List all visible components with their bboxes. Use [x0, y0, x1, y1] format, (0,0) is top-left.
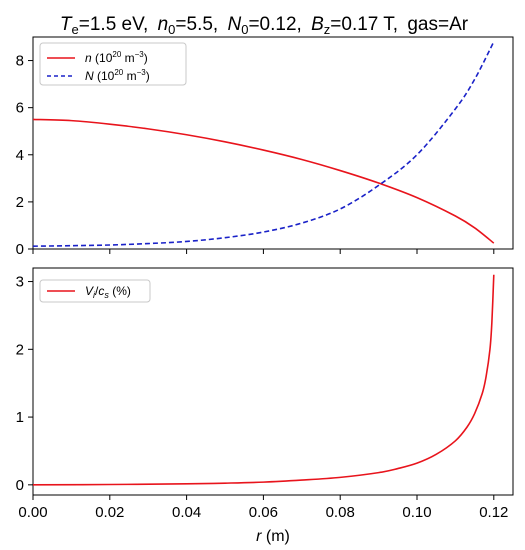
density-series	[32, 41, 495, 247]
density-plot-frame	[32, 36, 514, 250]
xtick-label: 0.08	[326, 504, 355, 521]
velocity-ytick-label: 3	[16, 274, 24, 291]
density-ytick-label: 4	[16, 147, 24, 164]
density-legend: n (1020 m−3) N (1020 m−3)	[39, 42, 187, 86]
velocity-panel: 0 1 2 3 0.00 0.02 0.04 0.06 0.08 0.10 0.12 Vi/cs …	[16, 267, 514, 545]
density-ytick-label: 8	[16, 53, 24, 70]
legend-V-label: Vi/cs (%)	[85, 284, 131, 300]
density-panel: 0 2 4 6 8 n (1020 m−3) N (1020 m−3)	[16, 36, 514, 258]
density-ytick-label: 6	[16, 100, 24, 117]
velocity-y-axis: 0 1 2 3	[16, 274, 33, 494]
density-legend-box	[39, 42, 187, 86]
x-axis-label: r (m)	[256, 528, 290, 545]
density-series-line-0	[32, 118, 495, 244]
density-ytick-label: 0	[16, 241, 24, 258]
legend-N-label: N (1020 m−3)	[85, 68, 150, 83]
density-series-line-1	[32, 41, 495, 247]
density-x-ticks	[32, 249, 495, 254]
xtick-label: 0.04	[172, 504, 201, 521]
density-ytick-label: 2	[16, 194, 24, 211]
velocity-ytick-label: 0	[16, 477, 24, 494]
velocity-ytick-label: 1	[16, 409, 24, 426]
xtick-label: 0.02	[95, 504, 124, 521]
xtick-label: 0.06	[249, 504, 278, 521]
velocity-plot-frame	[32, 267, 514, 496]
velocity-series	[32, 274, 495, 486]
xtick-label: 0.12	[479, 504, 508, 521]
figure-title: Te=1.5 eV, n0=5.5, N0=0.12, Bz=0.17 T, g…	[60, 14, 469, 37]
velocity-legend: Vi/cs (%)	[39, 279, 151, 303]
density-y-axis: 0 2 4 6 8	[16, 53, 33, 258]
velocity-x-axis: 0.00 0.02 0.04 0.06 0.08 0.10 0.12	[18, 495, 508, 521]
xtick-label: 0.10	[402, 504, 431, 521]
velocity-series-line-0	[32, 274, 495, 486]
velocity-ytick-label: 2	[16, 341, 24, 358]
xtick-label: 0.00	[18, 504, 47, 521]
velocity-legend-box	[39, 279, 151, 303]
legend-n-label: n (1020 m−3)	[85, 50, 148, 65]
